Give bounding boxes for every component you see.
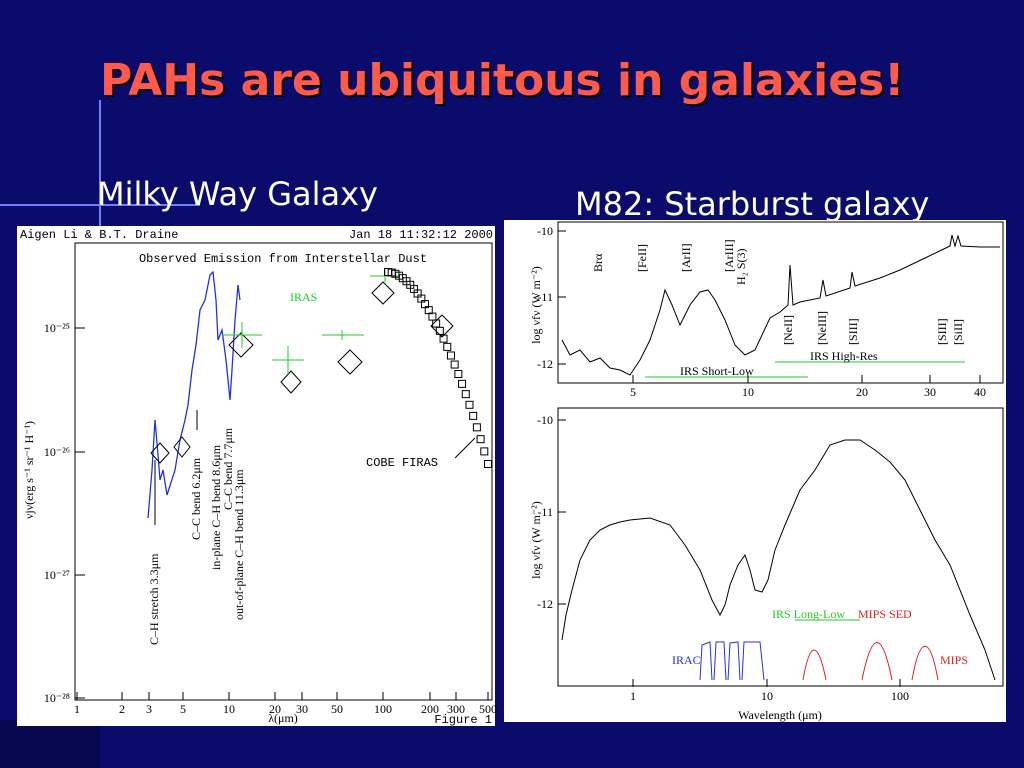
y-tick-label: 10⁻²⁶ xyxy=(44,445,70,459)
cobe-marker xyxy=(476,435,485,444)
x-tick-label: 10 xyxy=(761,689,773,703)
y-tick-label: 10⁻²⁸ xyxy=(44,691,70,705)
plot-frame xyxy=(74,242,493,701)
x-tick-label: 40 xyxy=(974,385,986,399)
x-tick-label: 500 xyxy=(479,702,497,716)
irac-filters xyxy=(699,641,765,681)
figure-panel xyxy=(17,226,495,726)
y-axis-label: νjν(erg s⁻¹ sr⁻¹ H⁻¹) xyxy=(22,421,36,519)
figure-caption: Milky Way Galaxy xyxy=(97,175,378,213)
slide-title: PAHs are ubiquitous in galaxies! xyxy=(100,55,904,106)
x-tick-label: 100 xyxy=(374,702,392,716)
diamond-markers xyxy=(150,281,454,464)
mips-filters xyxy=(802,642,939,681)
x-tick-label: 300 xyxy=(447,702,465,716)
annotation: COBE FIRAS xyxy=(366,456,438,470)
annotation: in-plane C–H bend 8.6μm xyxy=(209,444,223,570)
y-tick-label: -12 xyxy=(537,357,553,371)
cobe-marker xyxy=(439,334,448,343)
cobe-marker xyxy=(446,351,455,360)
x-tick-label: 20 xyxy=(856,385,868,399)
line-label: [FeII] xyxy=(635,244,649,272)
y-tick-label: 10⁻²⁷ xyxy=(44,568,70,582)
x-tick-label: 1 xyxy=(74,702,80,716)
line-label: [SIII] xyxy=(846,318,860,345)
line-label: H₂ S(3) xyxy=(734,248,748,285)
cobe-marker xyxy=(458,379,467,388)
x-tick-label: 5 xyxy=(630,385,636,399)
line-label: [NeII] xyxy=(781,315,795,345)
cobe-marker xyxy=(443,342,452,351)
x-tick-label: 5 xyxy=(180,702,186,716)
annotation: C–C bend 7.7μm xyxy=(221,427,235,510)
x-tick-label: 100 xyxy=(891,689,909,703)
y-tick-label: 10⁻²⁵ xyxy=(44,321,70,335)
cobe-marker xyxy=(480,447,489,456)
background-strip xyxy=(0,720,100,768)
instrument-label: IRS High-Res xyxy=(810,349,878,363)
cobe-points xyxy=(384,268,492,468)
cobe-marker xyxy=(465,400,474,409)
instrument-label: IRS Long-Low xyxy=(772,607,845,621)
figure-panel xyxy=(504,220,1006,722)
x-axis-label: λ(μm) xyxy=(268,711,298,725)
y-tick-label: -11 xyxy=(537,505,553,519)
annotation: C–H stretch 3.3μm xyxy=(147,553,161,645)
figure-caption: M82: Starburst galaxy xyxy=(575,185,929,223)
line-label: [ArII] xyxy=(679,243,693,272)
cobe-marker xyxy=(435,326,444,335)
line-label: [SIII] xyxy=(935,318,949,345)
right-figure: -10 -11 -12 5 10 20 30 40 -10 -11 -12 1 10 100 log νfν… xyxy=(504,220,1006,722)
instrument-label: MIPS SED xyxy=(858,607,912,621)
x-tick-label: 20 xyxy=(269,702,281,716)
cobe-marker xyxy=(454,370,463,379)
instrument-label: IRS Short-Low xyxy=(680,364,754,378)
line-label: [SiII] xyxy=(951,319,965,345)
y-axis-label: log νfν (W m⁻²) xyxy=(529,266,543,344)
y-tick-label: -10 xyxy=(537,413,553,427)
cobe-marker xyxy=(469,411,478,420)
figure-label: Figure 1 xyxy=(434,713,492,727)
x-tick-label: 10 xyxy=(223,702,235,716)
line-label: [NeIII] xyxy=(815,311,829,345)
x-tick-label: 200 xyxy=(421,702,439,716)
cobe-marker xyxy=(472,423,481,432)
left-figure: Aigen Li & B.T. Draine Jan 18 11:32:12 20… xyxy=(17,226,497,727)
line-label: Brα xyxy=(591,253,605,272)
spectrum-curve xyxy=(561,439,996,681)
x-axis-label: Wavelength (μm) xyxy=(738,708,822,722)
y-tick-label: -11 xyxy=(537,290,553,304)
cobe-marker xyxy=(484,460,492,468)
x-tick-label: 1 xyxy=(630,689,636,703)
y-tick-label: -12 xyxy=(537,597,553,611)
plot-frame xyxy=(557,221,1004,384)
cobe-marker xyxy=(450,360,459,369)
plot-title: Observed Emission from Interstellar Dust xyxy=(139,252,427,266)
spectrum-curve xyxy=(561,234,1000,376)
plot-frame xyxy=(557,407,1004,687)
x-tick-label: 10 xyxy=(742,385,754,399)
coverage-lines xyxy=(645,361,965,621)
instrument-label: IRAC xyxy=(672,653,701,667)
x-tick-label: 3 xyxy=(146,702,152,716)
spectrum-curve xyxy=(147,270,241,519)
cobe-marker xyxy=(461,390,470,399)
x-tick-label: 2 xyxy=(119,702,125,716)
leader-line xyxy=(454,437,476,459)
x-tick-label: 50 xyxy=(331,702,343,716)
x-tick-label: 30 xyxy=(296,702,308,716)
y-tick-label: -10 xyxy=(537,224,553,238)
annotation: out-of-plane C–H bend 11.3μm xyxy=(232,469,246,620)
credit: Aigen Li & B.T. Draine xyxy=(20,228,178,242)
annotation: IRAS xyxy=(290,290,317,304)
x-tick-label: 30 xyxy=(924,385,936,399)
timestamp: Jan 18 11:32:12 2000 xyxy=(349,228,493,242)
y-axis-label: log νfν (W m⁻²) xyxy=(529,501,543,579)
instrument-label: MIPS xyxy=(940,653,968,667)
line-label: [ArIII] xyxy=(722,239,736,272)
annotation: C–C bend 6.2μm xyxy=(189,457,203,540)
